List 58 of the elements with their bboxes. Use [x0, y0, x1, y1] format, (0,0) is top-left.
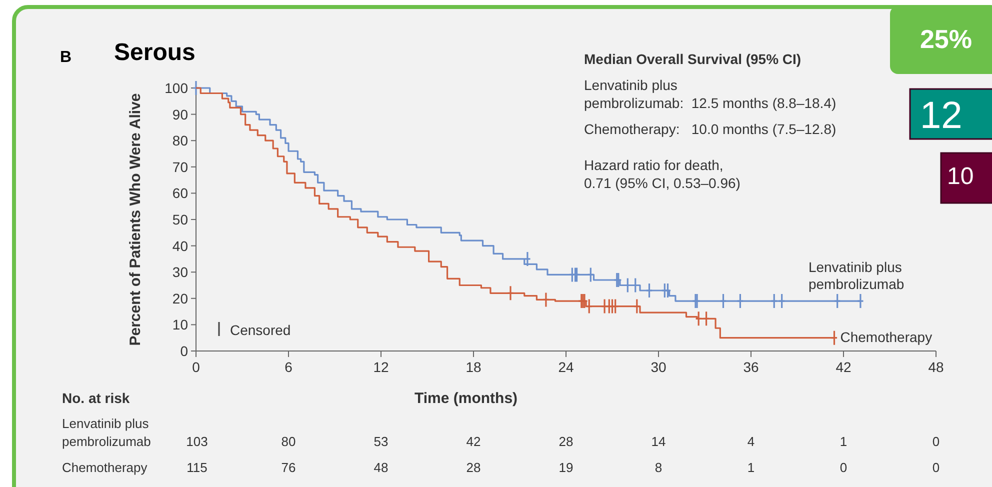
annotation: 12 [920, 95, 962, 137]
x-tick-label: 42 [836, 359, 852, 375]
text: No. at risk [62, 390, 130, 406]
text: 4 [747, 434, 755, 449]
y-tick-label: 20 [172, 290, 188, 306]
y-tick-label: 0 [180, 343, 188, 359]
text: 10 [947, 163, 974, 190]
chart-title: Serous [114, 39, 196, 66]
x-tick-label: 36 [743, 359, 759, 375]
annotation: 0.71 (95% CI, 0.53–0.96) [584, 175, 740, 191]
text: 25% [920, 24, 972, 54]
y-axis-title: Percent of Patients Who Were Alive [127, 93, 144, 346]
x-tick-label: 6 [284, 359, 293, 375]
text: Lenvatinib plus [62, 416, 150, 431]
text: 115 [186, 460, 208, 475]
y-tick-label: 80 [172, 132, 188, 149]
x-axis-title: Time (months) [414, 390, 518, 407]
annotation: pembrolizumab: 12.5 months (8.8–18.4) [584, 95, 836, 111]
y-tick-label: 50 [172, 212, 188, 228]
text: 48 [374, 460, 388, 475]
annotation: Hazard ratio for death, [584, 157, 724, 173]
text: 42 [466, 434, 481, 449]
text: 28 [466, 460, 481, 475]
x-tick-label: 30 [650, 359, 666, 375]
text: 103 [186, 434, 208, 449]
y-tick-label: 10 [172, 316, 188, 333]
annotation: Censored [230, 322, 291, 338]
x-tick-label: 18 [466, 359, 482, 375]
text: 19 [558, 460, 574, 475]
text: 76 [281, 460, 296, 475]
text: pembrolizumab [62, 434, 151, 449]
text: 28 [558, 434, 574, 449]
text: 1 [840, 434, 848, 449]
y-tick-label: 100 [164, 80, 188, 96]
x-tick-label: 0 [192, 359, 200, 375]
text: 0 [932, 434, 940, 449]
y-tick-label: 90 [172, 106, 188, 122]
text: Chemotherapy [62, 460, 148, 475]
text: 8 [654, 460, 662, 475]
series-label: Lenvatinib plus pembrolizumab [808, 259, 904, 292]
y-tick-label: 40 [172, 238, 188, 254]
text: Median Overall Survival (95% CI) [584, 51, 802, 67]
x-tick-label: 24 [558, 359, 574, 375]
text: B [60, 49, 72, 66]
annotation: Lenvatinib plus [584, 77, 678, 93]
annotation: Chemotherapy: 10.0 months (7.5–12.8) [584, 121, 836, 137]
text: 0 [932, 460, 940, 475]
text: 80 [281, 434, 296, 449]
y-tick-label: 70 [172, 158, 188, 175]
text: 1 [747, 460, 755, 475]
text: 14 [651, 434, 666, 449]
y-tick-label: 60 [172, 185, 188, 202]
series-label: Chemotherapy [840, 328, 932, 345]
x-tick-label: 12 [373, 359, 389, 375]
text: 0 [840, 460, 848, 475]
x-tick-label: 48 [928, 359, 944, 375]
text: 53 [374, 434, 388, 449]
y-tick-label: 30 [172, 264, 188, 280]
